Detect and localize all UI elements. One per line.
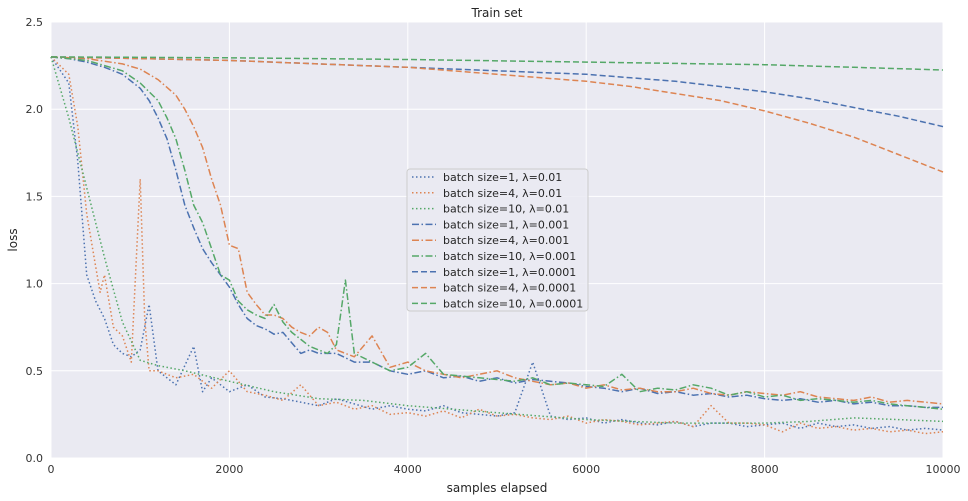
legend: batch size=1, λ=0.01 batch size=4, λ=0.01… — [406, 168, 589, 312]
x-tick-label: 4000 — [394, 463, 422, 476]
y-tick-label: 1.0 — [26, 278, 44, 291]
series-layer — [50, 56, 944, 435]
legend-label: batch size=4, λ=0.0001 — [443, 282, 576, 295]
y-axis: 0.0 0.5 1.0 1.5 2.0 2.5 — [26, 16, 44, 465]
legend-label: batch size=10, λ=0.01 — [443, 203, 569, 216]
y-tick-label: 0.0 — [26, 452, 44, 465]
x-axis: 0 2000 4000 6000 8000 10000 — [48, 463, 961, 476]
legend-label: batch size=1, λ=0.01 — [443, 171, 562, 184]
x-tick-label: 2000 — [215, 463, 243, 476]
y-tick-label: 2.5 — [26, 16, 44, 29]
series-line-5 — [50, 56, 944, 405]
legend-box — [406, 168, 589, 312]
y-axis-title: loss — [6, 228, 20, 251]
x-tick-label: 8000 — [751, 463, 779, 476]
legend-label: batch size=1, λ=0.0001 — [443, 266, 576, 279]
legend-label: batch size=10, λ=0.0001 — [443, 297, 583, 310]
legend-label: batch size=4, λ=0.01 — [443, 187, 562, 200]
x-tick-label: 10000 — [926, 463, 961, 476]
y-tick-label: 1.5 — [26, 190, 44, 203]
legend-label: batch size=1, λ=0.001 — [443, 218, 569, 231]
series-line-3 — [50, 56, 944, 424]
series-line-9 — [50, 56, 944, 71]
x-tick-label: 6000 — [572, 463, 600, 476]
series-line-2 — [50, 56, 944, 435]
series-line-1 — [50, 56, 944, 431]
series-line-6 — [50, 56, 944, 410]
legend-label: batch size=4, λ=0.001 — [443, 234, 569, 247]
y-tick-label: 2.0 — [26, 103, 44, 116]
series-line-4 — [50, 56, 943, 409]
series-line-8 — [50, 56, 944, 173]
y-tick-label: 0.5 — [26, 365, 44, 378]
x-tick-label: 0 — [48, 463, 55, 476]
x-axis-title: samples elapsed — [447, 481, 548, 495]
chart-title: Train set — [471, 6, 523, 20]
legend-label: batch size=10, λ=0.001 — [443, 250, 576, 263]
